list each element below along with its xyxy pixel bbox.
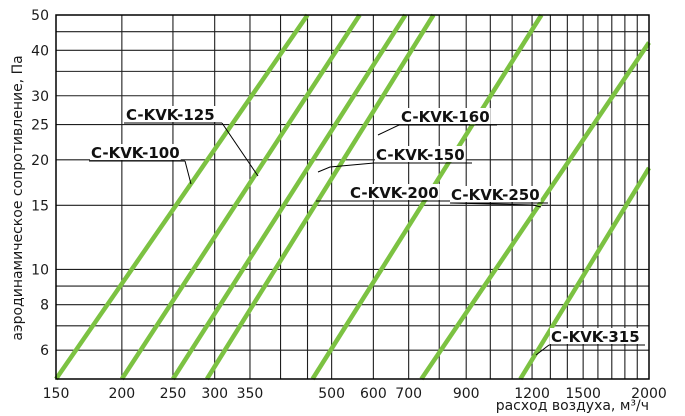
x-tick-label: 1500 [565,386,601,402]
x-tick-label: 300 [201,386,228,402]
series-label: C-KVK-125 [126,106,215,124]
y-tick-label: 25 [31,118,49,134]
y-tick-label: 15 [31,198,49,214]
x-tick-label: 900 [453,386,480,402]
series-labels: C-KVK-125 C-KVK-100 C-KVK-160 C-KVK-150 C-KV… [90,106,641,346]
series-label: C-KVK-315 [551,328,640,346]
label-background [125,106,216,122]
leader-line [317,162,375,173]
label-leaders [89,122,645,356]
series-line [119,13,362,381]
series-line [419,41,651,381]
series-label: C-KVK-250 [451,186,540,204]
leader-line [221,122,259,177]
leader-line [377,124,400,136]
x-tick-label: 500 [318,386,345,402]
x-tick-label: 700 [395,386,422,402]
y-tick-label: 10 [31,262,49,278]
series-label: C-KVK-200 [350,184,439,202]
series-label: C-KVK-100 [91,144,180,162]
series-label: C-KVK-150 [376,146,465,164]
series-line [171,13,408,381]
label-background [349,184,440,200]
x-tick-label: 1200 [514,386,550,402]
x-tick-label: 2000 [631,386,667,402]
x-tick-label: 200 [108,386,135,402]
series-line [205,13,436,381]
y-tick-label: 50 [31,8,49,24]
series-label: C-KVK-160 [401,108,490,126]
leader-line [449,202,542,208]
x-tick-label: 350 [237,386,264,402]
leader-line [184,160,192,185]
label-background [375,146,466,162]
y-tick-label: 6 [40,343,49,359]
y-tick-labels: 6 8 10 15 20 25 30 40 50 [31,8,49,359]
plot-frame [55,14,650,380]
y-tick-label: 40 [31,43,49,59]
y-tick-label: 30 [31,89,49,105]
series-line [518,166,651,381]
x-tick-label: 600 [360,386,387,402]
label-background [550,328,641,344]
label-background [400,108,491,124]
leader-line [535,344,550,356]
y-axis-title: аэродинамическое сопротивление, Па [10,55,26,340]
label-background [90,144,181,160]
series-line [54,13,310,381]
x-tick-label: 150 [43,386,70,402]
x-axis-title: расход воздуха, м³/ч [496,398,649,414]
label-background [450,186,541,202]
y-tick-label: 20 [31,153,49,169]
x-tick-label: 250 [160,386,187,402]
y-tick-label: 8 [40,298,49,314]
x-tick-labels: 150 200 250 300 350 500 600 700 900 1200 1500 2000 [43,386,667,402]
